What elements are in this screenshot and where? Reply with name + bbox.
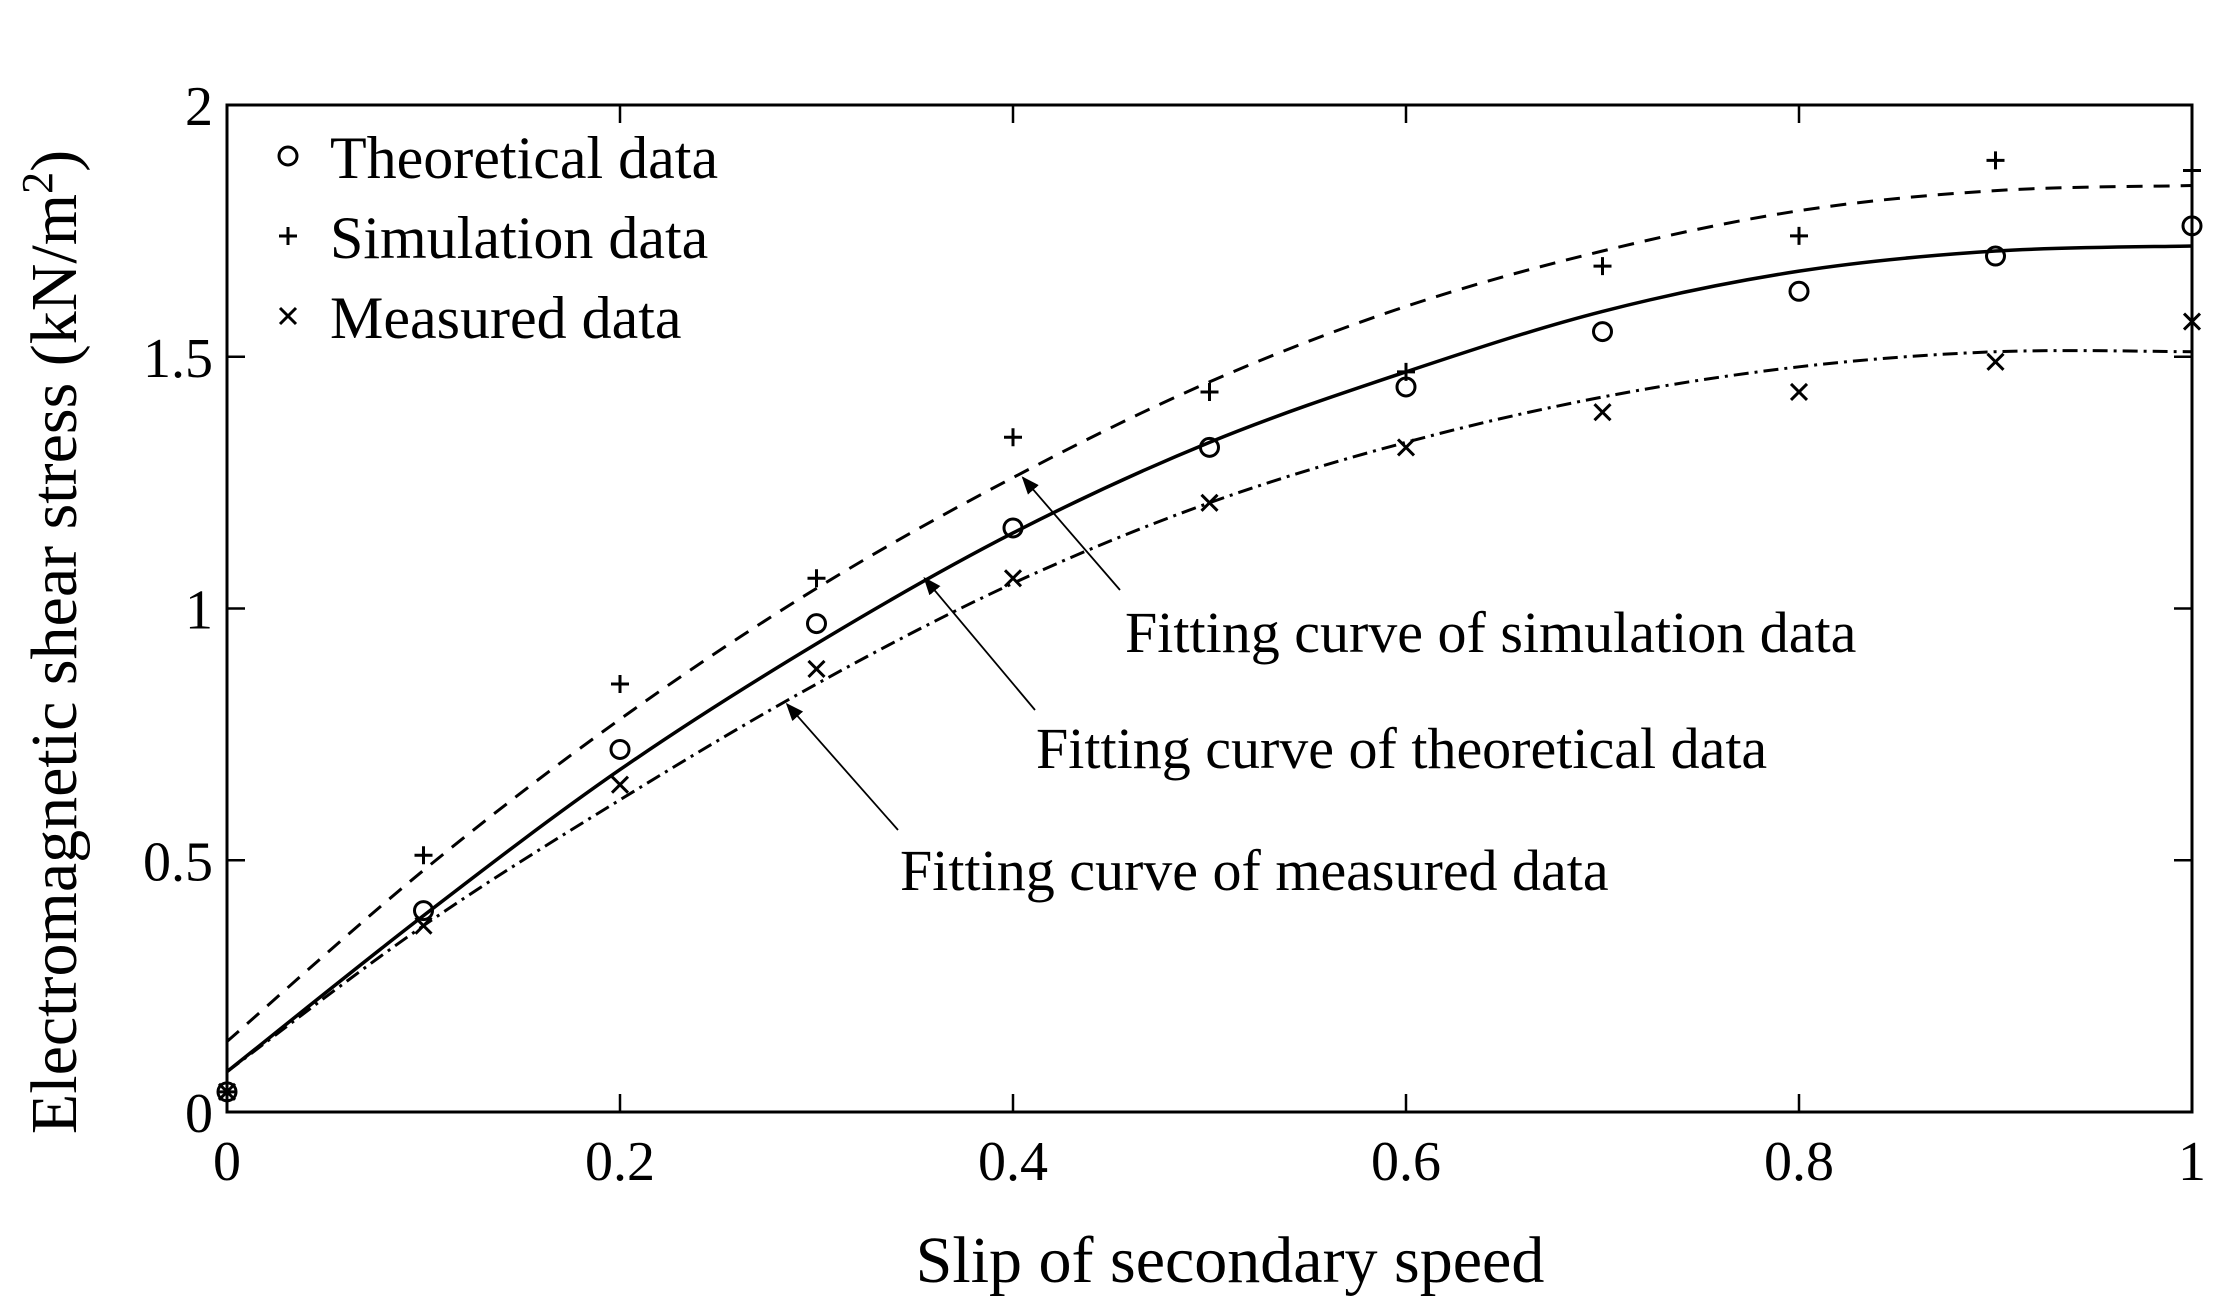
x-tick-label: 1 [2178,1131,2206,1193]
marker-plus [1790,226,1808,245]
y-tick-label: 2 [185,76,213,138]
marker-cross [2182,312,2202,331]
x-tick-label: 0.8 [1764,1131,1834,1193]
y-tick-label: 0 [185,1083,213,1145]
marker-plus [1986,151,2005,170]
legend-marker-circle [277,145,299,167]
data-markers [216,151,2203,1103]
y-axis-label: Electromagnetic shear stress (kN/m2) [13,150,92,1134]
marker-circle [806,613,827,635]
marker-circle [1985,245,2006,267]
marker-cross [1003,569,1023,588]
marker-plus [1397,362,1415,381]
marker-cross [217,1082,237,1101]
marker-plus [2183,161,2201,180]
marker-circle [1002,517,1024,539]
marker-plus [1200,382,1219,401]
marker-cross [807,659,826,678]
y-tick-label: 1.5 [143,328,213,390]
legend-marker-plus [279,227,297,245]
marker-cross [1986,352,2005,371]
marker-circle [2181,215,2203,237]
axes: Slip of secondary speed Electromagnetic … [13,76,2207,1297]
annotation-label: Fitting curve of measured data [900,838,1609,903]
x-tick-label: 0.2 [585,1131,655,1193]
marker-cross [1593,403,1612,422]
marker-circle [413,900,434,922]
fit-curve-dashed [226,184,2193,1043]
marker-plus [807,569,826,588]
marker-circle [609,738,631,760]
legend-marker-cross [278,306,298,326]
annotation-arrow [923,576,1036,711]
legend: Theoretical data Simulation data Measured … [277,125,718,351]
x-tick-label: 0.4 [978,1131,1048,1193]
fit-curves [225,184,2193,1074]
marker-cross [1396,438,1416,457]
legend-label: Measured data [330,285,682,351]
x-axis-label: Slip of secondary speed [916,1224,1545,1297]
fit-curve-dashdot [226,349,2193,1073]
marker-circle [1788,280,1810,302]
marker-circle [1199,436,1220,458]
x-tick-label: 0 [213,1131,241,1193]
annotation-arrow [785,702,899,831]
annotation-label: Fitting curve of simulation data [1125,600,1856,665]
y-axis-label-close: ) [18,150,91,172]
legend-label: Theoretical data [330,125,718,191]
plot-frame [225,103,2194,1114]
y-tick-label: 0.5 [143,831,213,893]
marker-plus [611,675,629,694]
y-axis-label-main: Electromagnetic shear stress (kN/m [18,194,91,1134]
marker-cross [1200,493,1219,512]
x-tick-label: 0.6 [1371,1131,1441,1193]
y-axis-label-superscript: 2 [13,172,62,194]
marker-cross [610,775,630,794]
marker-plus [1593,257,1612,276]
marker-circle [1592,321,1613,343]
fit-curve-solid [225,244,2193,1074]
annotation-label: Fitting curve of theoretical data [1036,716,1767,781]
annotations: Fitting curve of simulation data Fitting … [785,476,1856,903]
marker-plus [1004,428,1022,447]
marker-cross [1789,382,1809,402]
annotation-arrow [1021,476,1121,591]
legend-label: Simulation data [330,205,708,271]
marker-plus [414,846,433,865]
marker-cross [414,916,433,935]
y-tick-label: 1 [185,580,213,642]
